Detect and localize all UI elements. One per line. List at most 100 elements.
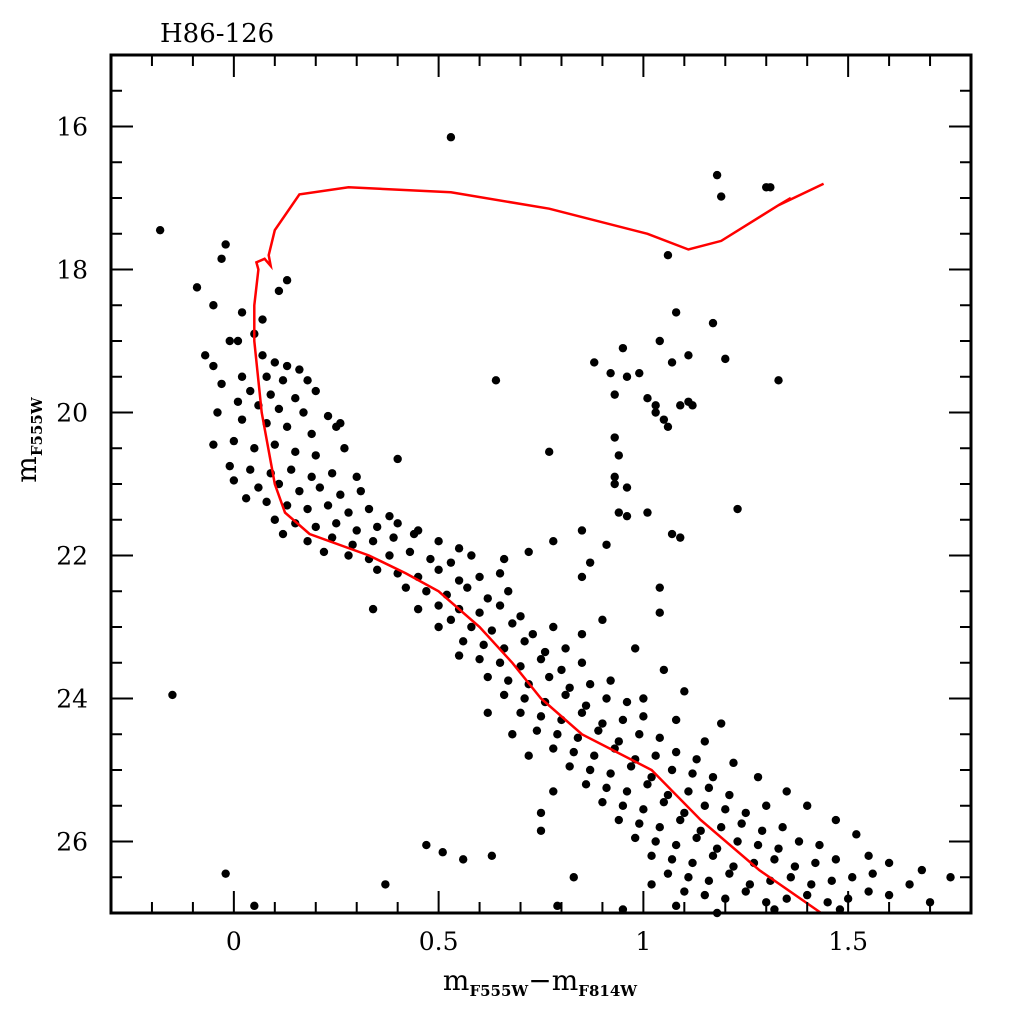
data-point: [655, 733, 664, 743]
data-point: [532, 726, 542, 735]
data-point: [622, 372, 632, 381]
data-point: [667, 358, 677, 367]
data-point: [606, 769, 615, 778]
data-point: [311, 451, 320, 460]
data-point: [811, 858, 820, 868]
data-point: [708, 318, 718, 328]
data-point: [622, 483, 632, 492]
data-point: [504, 676, 513, 685]
data-point: [409, 529, 419, 539]
data-point: [491, 376, 501, 385]
data-point: [291, 394, 300, 403]
data-point: [520, 637, 529, 646]
data-point: [594, 726, 603, 735]
data-point: [270, 440, 280, 449]
data-point: [332, 422, 341, 431]
data-point: [291, 447, 300, 457]
data-point: [622, 511, 632, 521]
data-point: [393, 454, 402, 464]
data-point: [716, 192, 726, 201]
data-point: [246, 386, 255, 396]
data-point: [282, 501, 292, 510]
data-point: [323, 411, 333, 421]
data-point: [774, 844, 783, 853]
data-point: [299, 408, 308, 417]
data-point: [651, 837, 660, 846]
data-point: [258, 315, 267, 324]
data-point: [676, 815, 685, 825]
data-point: [528, 629, 538, 639]
data-point: [725, 790, 734, 800]
data-point: [426, 554, 435, 564]
data-point: [704, 783, 714, 793]
data-point: [356, 486, 366, 496]
data-point: [610, 433, 619, 442]
data-point: [303, 537, 312, 546]
axis-ticks: [111, 55, 972, 913]
data-point: [708, 772, 718, 782]
data-point: [327, 533, 337, 542]
data-point: [692, 755, 701, 764]
data-point: [467, 551, 476, 560]
data-point: [680, 687, 689, 696]
data-point: [475, 572, 484, 582]
data-point: [577, 708, 587, 717]
data-point: [524, 751, 533, 760]
data-point: [712, 844, 722, 853]
data-point: [753, 840, 763, 850]
data-point: [389, 533, 398, 542]
data-point: [327, 469, 337, 478]
data-point: [614, 815, 624, 825]
data-point: [278, 529, 288, 539]
x-axis-label: mF555W−mF814W: [443, 964, 638, 1000]
data-point: [917, 865, 927, 875]
data-point: [266, 390, 275, 399]
data-point: [364, 504, 374, 514]
data-point: [688, 858, 697, 868]
data-point: [643, 508, 652, 517]
data-point: [467, 622, 476, 632]
data-point: [716, 719, 726, 728]
data-point: [561, 644, 570, 653]
data-point: [598, 719, 607, 728]
data-point: [606, 676, 615, 685]
data-point: [602, 540, 611, 549]
data-point: [606, 368, 615, 378]
data-point: [340, 444, 349, 453]
data-point: [573, 733, 583, 743]
data-point: [434, 622, 443, 632]
data-point: [549, 622, 558, 632]
data-point: [688, 769, 697, 778]
data-point: [774, 376, 783, 385]
data-point: [602, 783, 611, 793]
data-point: [368, 537, 378, 546]
data-point: [725, 869, 734, 878]
data-point: [802, 890, 812, 900]
data-point: [598, 615, 607, 625]
data-point: [610, 390, 619, 399]
data-point: [516, 612, 525, 621]
data-point: [434, 537, 443, 546]
data-point: [200, 351, 210, 360]
data-point: [659, 665, 669, 675]
data-point: [585, 680, 595, 689]
data-point: [635, 730, 644, 739]
y-tick-label: 22: [56, 542, 88, 571]
data-point: [221, 869, 230, 878]
data-point: [671, 308, 681, 317]
data-point: [192, 283, 202, 292]
data-point: [766, 183, 775, 192]
data-point: [622, 787, 632, 796]
data-point: [209, 361, 218, 371]
chart-title: H86-126: [160, 19, 274, 49]
data-point: [684, 351, 693, 360]
data-point: [549, 537, 558, 546]
data-point: [598, 797, 607, 807]
data-point: [553, 901, 562, 911]
data-point: [217, 254, 226, 263]
data-point: [651, 401, 660, 410]
data-point: [696, 826, 705, 835]
data-point: [344, 551, 353, 560]
data-point: [639, 694, 648, 703]
y-tick-label: 18: [56, 256, 88, 285]
